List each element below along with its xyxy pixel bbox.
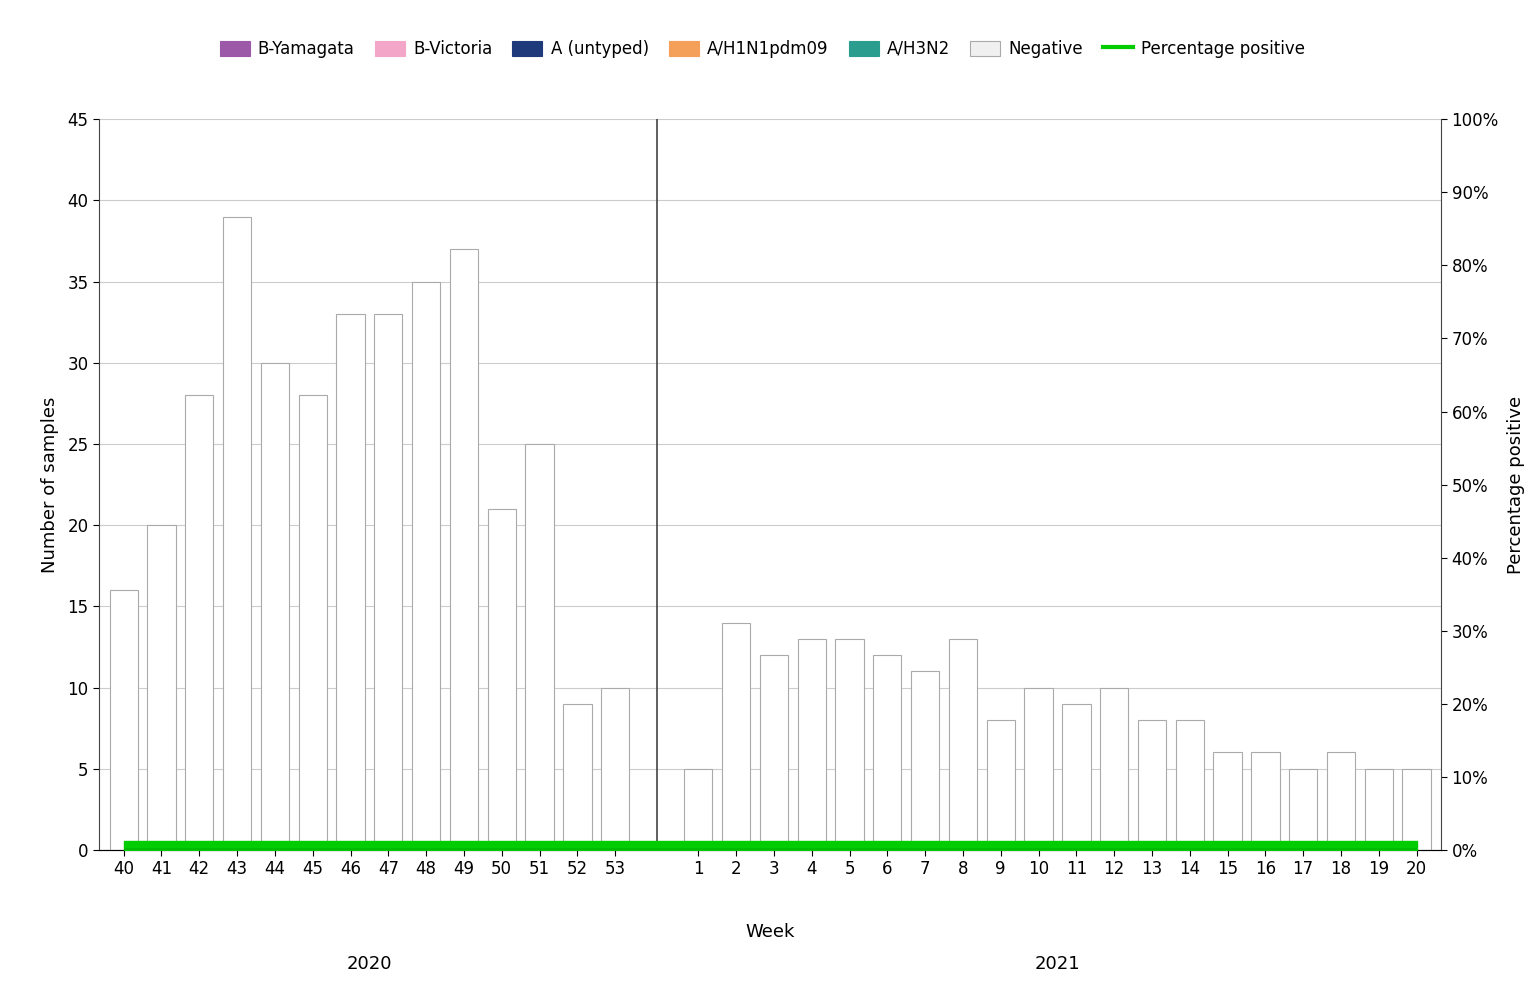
Bar bbox=[910, 671, 939, 850]
Bar bbox=[798, 639, 827, 850]
Bar bbox=[1250, 752, 1279, 850]
Bar bbox=[1365, 768, 1392, 850]
Bar bbox=[601, 688, 630, 850]
Bar bbox=[337, 314, 364, 850]
Bar bbox=[759, 655, 788, 850]
Bar bbox=[525, 444, 554, 850]
Bar bbox=[874, 655, 901, 850]
Bar bbox=[261, 363, 290, 850]
Bar bbox=[987, 720, 1016, 850]
Bar bbox=[721, 622, 750, 850]
X-axis label: Week: Week bbox=[746, 922, 795, 940]
Bar bbox=[148, 525, 175, 850]
Bar bbox=[412, 281, 441, 850]
Bar bbox=[836, 639, 863, 850]
Bar bbox=[1214, 752, 1241, 850]
Bar bbox=[223, 217, 252, 850]
Bar bbox=[685, 768, 712, 850]
Bar bbox=[1403, 768, 1430, 850]
Y-axis label: Percentage positive: Percentage positive bbox=[1507, 396, 1525, 574]
Bar bbox=[1176, 720, 1203, 850]
Bar bbox=[1100, 688, 1128, 850]
Bar bbox=[185, 396, 214, 850]
Bar bbox=[110, 590, 137, 850]
Bar bbox=[374, 314, 403, 850]
Bar bbox=[1025, 688, 1052, 850]
Bar bbox=[488, 509, 515, 850]
Bar bbox=[949, 639, 978, 850]
Legend: B-Yamagata, B-Victoria, A (untyped), A/H1N1pdm09, A/H3N2, Negative, Percentage p: B-Yamagata, B-Victoria, A (untyped), A/H… bbox=[214, 33, 1312, 65]
Bar bbox=[1138, 720, 1167, 850]
Bar bbox=[1061, 704, 1090, 850]
Bar bbox=[1327, 752, 1356, 850]
Bar bbox=[563, 704, 592, 850]
Text: 2020: 2020 bbox=[346, 955, 392, 973]
Bar bbox=[450, 249, 479, 850]
Y-axis label: Number of samples: Number of samples bbox=[41, 397, 59, 573]
Bar bbox=[299, 396, 326, 850]
Bar bbox=[1289, 768, 1318, 850]
Text: 2021: 2021 bbox=[1034, 955, 1080, 973]
